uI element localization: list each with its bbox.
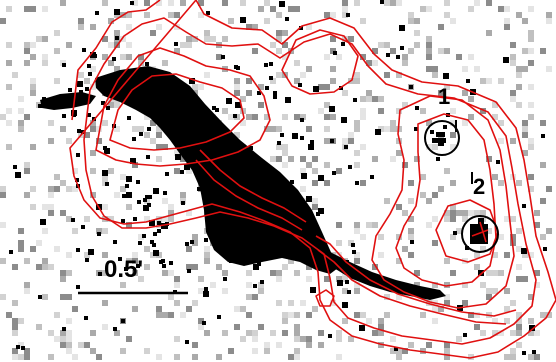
contour-inner-b	[109, 73, 245, 151]
source-2-tick	[471, 172, 473, 184]
source-2-circle	[461, 215, 499, 253]
contour-left-tail	[195, 149, 307, 231]
source-1-label: 1	[438, 84, 451, 109]
contour-inner-a	[95, 47, 271, 167]
contour-small-blob	[315, 289, 335, 307]
contour-right-region	[371, 95, 515, 309]
source-2-label: 2	[473, 174, 486, 199]
contour-outer	[69, 0, 556, 359]
source-1-tick	[455, 120, 457, 132]
source-1-marker	[424, 120, 460, 156]
contour-upper-loop	[281, 29, 359, 95]
contour-mid	[83, 17, 537, 345]
contour-right-inner	[395, 113, 497, 287]
source-1-circle	[424, 120, 460, 156]
red-contour-lines	[69, 0, 556, 359]
contour-lower-tail	[315, 235, 517, 325]
source-2-marker	[461, 215, 499, 253]
scale-bar-label: 0.5'	[104, 256, 144, 283]
